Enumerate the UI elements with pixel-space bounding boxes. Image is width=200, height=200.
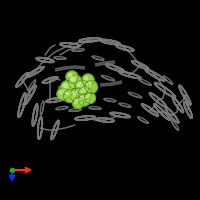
Circle shape bbox=[72, 98, 84, 108]
Circle shape bbox=[82, 74, 94, 86]
Circle shape bbox=[78, 94, 90, 106]
Circle shape bbox=[84, 76, 88, 80]
Circle shape bbox=[68, 73, 72, 77]
Circle shape bbox=[75, 100, 78, 103]
Circle shape bbox=[66, 92, 70, 96]
Circle shape bbox=[59, 90, 63, 94]
Circle shape bbox=[87, 83, 91, 87]
Circle shape bbox=[84, 92, 96, 104]
Circle shape bbox=[78, 86, 92, 99]
Circle shape bbox=[75, 80, 89, 94]
Circle shape bbox=[64, 84, 68, 88]
Circle shape bbox=[60, 80, 76, 96]
Circle shape bbox=[80, 96, 84, 100]
Circle shape bbox=[68, 75, 82, 89]
Circle shape bbox=[66, 71, 78, 83]
Circle shape bbox=[84, 80, 98, 94]
Circle shape bbox=[71, 78, 75, 82]
Circle shape bbox=[78, 83, 82, 87]
Circle shape bbox=[70, 88, 84, 102]
Circle shape bbox=[81, 89, 85, 93]
Circle shape bbox=[73, 91, 77, 95]
Circle shape bbox=[57, 88, 69, 100]
Circle shape bbox=[87, 95, 90, 98]
Circle shape bbox=[64, 90, 76, 102]
